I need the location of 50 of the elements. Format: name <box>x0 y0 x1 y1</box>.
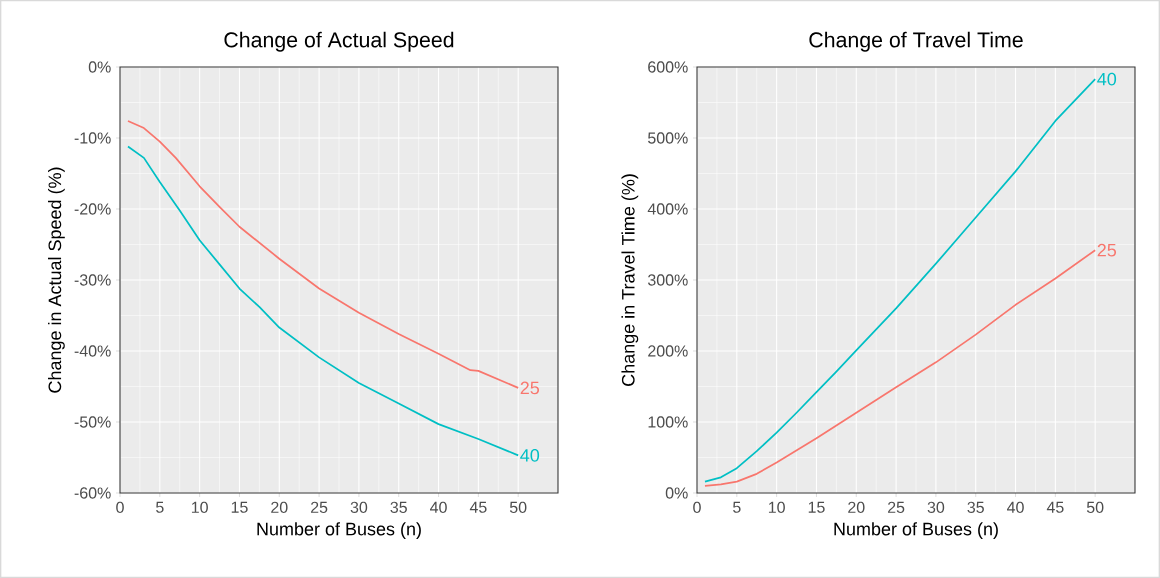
y-tick-label: 0% <box>88 61 111 73</box>
x-tick-label: 25 <box>887 501 905 514</box>
x-tick-label: 15 <box>231 501 248 513</box>
y-axis-title: Change in Travel Time (%) <box>621 174 639 386</box>
y-tick-label: -50% <box>74 416 111 428</box>
x-tick-label: 45 <box>469 501 487 513</box>
x-tick-label: 0 <box>116 501 124 514</box>
x-tick-label: 45 <box>1046 501 1064 513</box>
y-tick-label: -30% <box>74 274 111 286</box>
line-series <box>704 78 1097 483</box>
y-tick-label: -40% <box>74 345 111 357</box>
line-series <box>127 145 520 457</box>
x-tick-label: 35 <box>390 501 407 514</box>
series-label: 40 <box>1097 72 1117 86</box>
chart-title: Change of Actual Speed <box>224 31 454 52</box>
x-tick-label: 5 <box>156 501 164 513</box>
y-tick-label: 400% <box>647 203 688 215</box>
series-label: 40 <box>520 448 540 462</box>
x-tick-label: 5 <box>733 501 741 513</box>
x-tick-label: 25 <box>310 501 328 514</box>
y-tick-label: -10% <box>74 132 111 144</box>
series-label: 25 <box>1097 243 1117 257</box>
x-tick-label: 40 <box>430 501 447 514</box>
line-series <box>127 120 520 389</box>
y-tick-label: 0% <box>665 487 688 499</box>
x-tick-label: 50 <box>1086 501 1104 514</box>
x-tick-label: 10 <box>191 501 208 514</box>
y-tick-label: 500% <box>648 132 688 144</box>
y-tick-label: 100% <box>648 416 688 428</box>
chart-title: Change of Travel Time <box>809 31 1023 52</box>
x-tick-label: 15 <box>808 501 825 513</box>
y-tick-label: -60% <box>74 487 111 499</box>
x-tick-label: 30 <box>350 501 368 514</box>
x-tick-label: 30 <box>927 501 945 514</box>
x-tick-label: 40 <box>1007 501 1024 514</box>
y-tick-label: -20% <box>74 203 111 215</box>
x-tick-label: 0 <box>693 501 701 514</box>
y-tick-label: 200% <box>648 345 688 357</box>
y-axis-title: Change in Actual Speed (%) <box>48 167 65 393</box>
x-tick-label: 50 <box>509 501 527 514</box>
y-tick-label: 600% <box>648 61 688 73</box>
x-tick-label: 20 <box>848 501 865 514</box>
line-series <box>704 249 1097 487</box>
x-axis-title: Number of Buses (n) <box>257 522 421 539</box>
y-tick-label: 300% <box>647 274 688 286</box>
x-tick-label: 20 <box>271 501 288 514</box>
x-axis-title: Number of Buses (n) <box>834 522 998 539</box>
x-tick-label: 10 <box>768 501 785 514</box>
series-label: 25 <box>520 381 540 395</box>
x-tick-label: 35 <box>967 501 984 514</box>
